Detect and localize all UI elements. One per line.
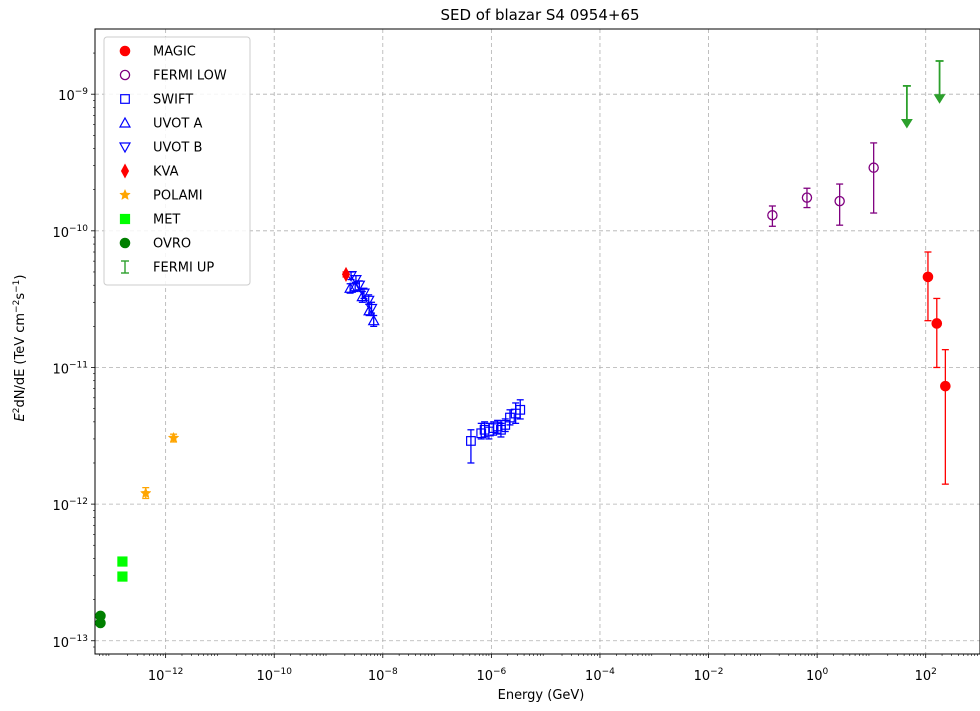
data-point [931,318,943,329]
y-tick-label: 10−9 [58,87,88,104]
legend-marker-icon [119,69,131,81]
legend: MAGIC FERMI LOW SWIFT UVOT A UVOT B KVA POLAMI… [103,36,251,286]
legend-marker-icon [119,45,131,57]
data-point [95,617,106,629]
series-kva [341,266,351,282]
y-tick-label: 10−13 [52,634,88,651]
legend-label: UVOT A [153,117,202,132]
data-point [922,271,934,283]
x-tick-label: 100 [806,667,829,684]
series-fermi-up [900,60,946,129]
legend-label: FERMI UP [153,261,214,276]
data-point [117,556,128,567]
legend-marker-icon [119,188,131,200]
legend-item: FERMI LOW [119,69,227,84]
legend-label: UVOT B [153,141,202,156]
legend-label: KVA [153,165,179,180]
x-tick-label: 102 [915,667,937,684]
series-swift [466,399,526,464]
data-point [362,295,375,307]
series-fermi-low [767,142,879,227]
legend-label: MET [153,213,180,228]
x-tick-label: 10−4 [585,667,615,684]
y-tick-label: 10−10 [52,224,88,241]
series-uvot-b [345,271,378,315]
y-axis-label-exp1: 2 [12,408,22,414]
legend-marker-icon [120,94,130,104]
legend-marker-icon [119,237,131,249]
data-point [357,288,370,300]
y-axis-label-close: ) [13,275,28,280]
legend-label: POLAMI [153,189,203,204]
legend-item: MAGIC [119,45,196,60]
data-point [349,274,362,286]
x-tick-label: 10−12 [148,667,184,684]
data-point [940,380,951,392]
upper-limit-arrow [933,94,946,104]
legend-label: OVRO [153,237,191,252]
series-magic [922,251,951,485]
legend-marker-icon [118,142,132,154]
data-point [365,303,378,315]
legend-item: KVA [120,163,179,180]
y-axis-label-group: E2dN/dE (TeV cm−2s−1) [12,275,28,422]
axis-ticks: 10−12 10−10 10−8 10−6 10−4 10−2 100 102 10−13 10−… [52,52,978,684]
y-axis-label-s: s [13,293,28,300]
legend-item: FERMI UP [121,260,214,276]
chart-title: SED of blazar S4 0954+65 [440,6,639,24]
x-tick-label: 10−10 [256,667,292,684]
data-point [341,266,351,282]
data-point [466,436,476,446]
legend-item: UVOT B [118,141,202,156]
data-point [139,487,152,499]
data-point [801,192,813,203]
legend-item: OVRO [119,237,191,252]
data-point [868,162,879,173]
upper-limit-arrow [900,119,913,129]
series-met [117,556,128,582]
legend-item: SWIFT [120,93,193,108]
legend-item: UVOT A [118,116,202,132]
data-point [515,404,526,415]
legend-marker-icon [118,116,132,128]
y-tick-label: 10−11 [52,360,88,377]
y-axis-label: E2dN/dE (TeV cm−2s−1) [12,275,28,422]
data-point [344,282,357,293]
legend-item: MET [119,213,180,228]
data-point [767,210,778,221]
series-ovro [95,610,106,629]
legend-label: FERMI LOW [153,69,227,84]
y-tick-label: 10−12 [52,497,88,514]
x-tick-label: 10−8 [368,667,398,684]
series-polami [139,431,180,500]
x-tick-label: 10−6 [476,667,506,684]
data-point [834,195,845,207]
x-axis-label: Energy (GeV) [498,688,585,703]
legend-label: SWIFT [153,93,193,108]
legend-label: MAGIC [153,45,196,60]
data-marks [95,60,951,629]
data-point [367,314,380,326]
y-axis-label-mid: dN/dE (TeV cm [13,313,28,408]
data-point [492,421,503,432]
y-axis-label-e: E [13,412,28,421]
data-point [117,571,128,582]
data-point [353,280,366,292]
y-axis-label-exp2: −2 [12,300,22,313]
legend-marker-icon [120,163,130,179]
data-point [167,431,180,443]
y-axis-label-exp3: −1 [12,280,22,293]
legend-item: POLAMI [119,188,203,204]
x-tick-label: 10−2 [694,667,724,684]
legend-box [103,36,251,286]
legend-marker-icon [119,213,131,225]
